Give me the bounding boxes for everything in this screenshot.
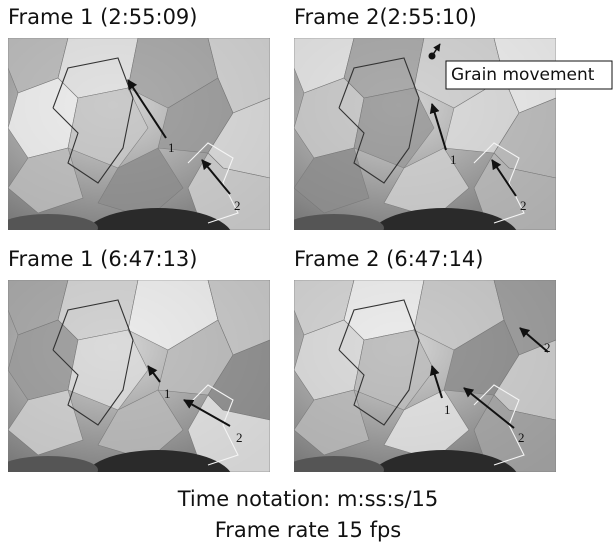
grain-label: 1 (168, 140, 175, 155)
crystal (294, 389, 370, 456)
arrow (183, 399, 231, 427)
arrow (429, 103, 447, 151)
dark-region (294, 214, 384, 230)
panel: Frame 1 (6:47:13) 1 2 (8, 247, 270, 472)
arrow (127, 79, 167, 139)
grain-label: 1 (444, 402, 451, 417)
arrow (201, 159, 231, 195)
crystal (8, 389, 84, 456)
crystal (353, 87, 435, 169)
grain-label: 1 (450, 152, 457, 167)
callout-text: Grain movement (451, 65, 595, 85)
crystal (473, 152, 556, 230)
dark-region (371, 450, 517, 472)
arrow (519, 327, 549, 353)
grain-outline (52, 299, 134, 426)
photo (8, 280, 270, 472)
crystal (473, 394, 556, 472)
grain-label: 2 (236, 430, 243, 445)
frame-title: Frame 1 (6:47:13) (8, 247, 197, 271)
grain-label: 2 (544, 340, 551, 355)
panel: Frame 2(2:55:10) 1 2 (294, 5, 556, 230)
caption-line: Frame rate 15 fps (215, 518, 402, 542)
grain-outline (52, 57, 134, 184)
grain-outline (338, 299, 420, 426)
dark-region (8, 214, 98, 230)
dark-region (8, 456, 98, 472)
photo (294, 280, 556, 472)
panel: Frame 2 (6:47:14) 1 2 2 (294, 247, 556, 472)
grain-outline (187, 142, 239, 224)
frame-title: Frame 1 (2:55:09) (8, 5, 197, 29)
photo (294, 38, 556, 230)
crystal (294, 147, 370, 214)
crystal (67, 329, 149, 411)
photo (8, 38, 270, 230)
panel: Frame 1 (2:55:09) 1 2 (8, 5, 270, 230)
crystal (353, 329, 435, 411)
dark-region (294, 456, 384, 472)
dark-region (85, 450, 231, 472)
arrow (491, 159, 517, 197)
grain-movement-callout: Grain movement (428, 43, 613, 90)
grain-outline (338, 57, 420, 184)
crystal (383, 147, 470, 219)
arrow (463, 387, 515, 429)
crystal (383, 389, 470, 461)
arrow (429, 365, 443, 399)
frame-title: Frame 2(2:55:10) (294, 5, 477, 29)
crystal (8, 147, 84, 214)
caption-line: Time notation: m:ss:s/15 (177, 487, 439, 511)
callout-box (445, 60, 613, 90)
crystal (97, 147, 184, 219)
frame-title: Frame 2 (6:47:14) (294, 247, 483, 271)
grain-label: 2 (234, 198, 241, 213)
grain-label: 2 (518, 430, 525, 445)
arrow (147, 365, 161, 383)
grain-label: 2 (520, 198, 527, 213)
grain-outline (473, 384, 525, 466)
grain-outline (187, 384, 239, 466)
dark-region (85, 208, 231, 230)
crystal (67, 87, 149, 169)
dark-region (371, 208, 517, 230)
arrow (431, 43, 441, 57)
crystal (97, 389, 184, 461)
grain-label: 1 (164, 386, 171, 401)
grain-outline (473, 142, 525, 224)
